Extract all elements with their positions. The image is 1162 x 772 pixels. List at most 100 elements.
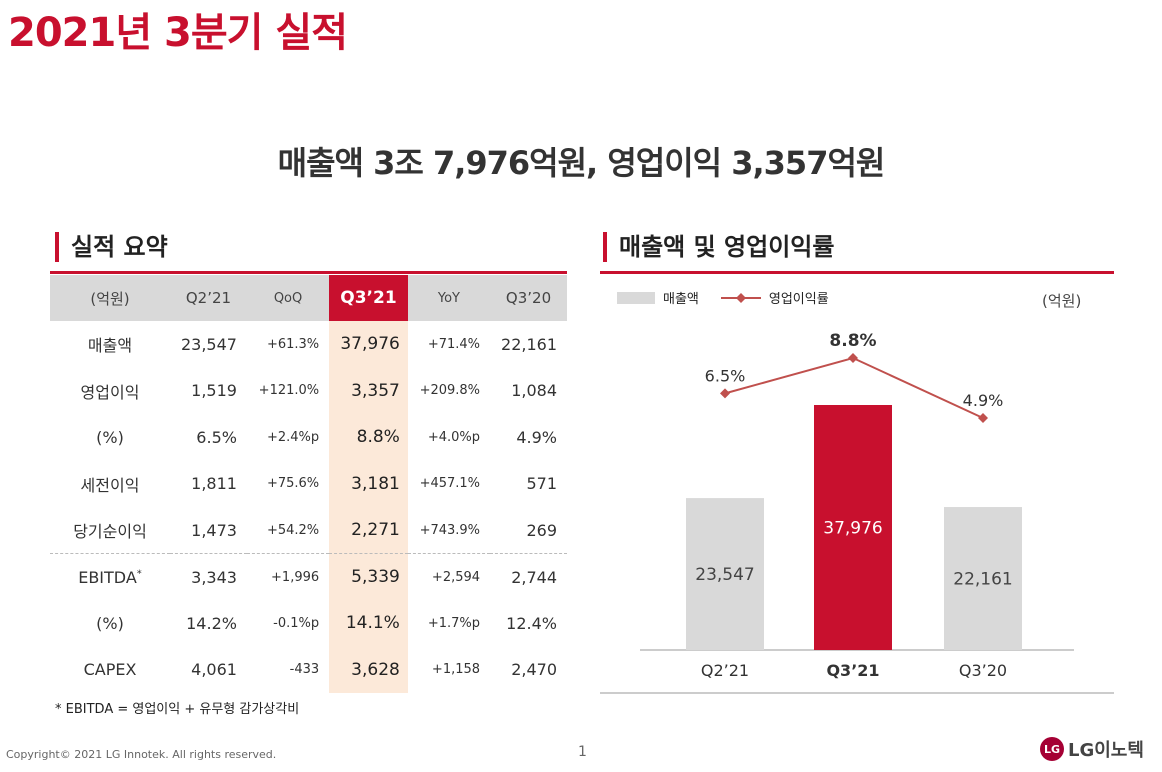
cell-q2-21: 14.2% <box>186 613 237 633</box>
legend-line-label: 영업이익률 <box>768 292 829 307</box>
chart-bottom-border <box>600 692 1114 694</box>
margin-point <box>848 353 858 363</box>
legend-bar-label: 매출액 <box>663 292 699 307</box>
cell-q2-21: 6.5% <box>196 427 237 447</box>
table-row: (%) 14.2% -0.1%p 14.1% +1.7%p 12.4% <box>50 600 567 647</box>
cell-qoq: +61.3% <box>266 336 320 352</box>
cell-qoq: +2.4%p <box>266 429 320 445</box>
cell-q3-21: 3,628 <box>329 646 408 693</box>
page-title: 2021년 3분기 실적 <box>8 10 348 56</box>
chart-unit: (억원) <box>1042 292 1082 310</box>
table-row: 매출액 23,547 +61.3% 37,976 +71.4% 22,161 <box>50 321 567 368</box>
legend-bar-swatch <box>617 291 655 304</box>
chart-section-title: 매출액 및 영업이익률 <box>603 232 834 262</box>
margin-label: 8.8% <box>829 331 876 351</box>
summary-section-title: 실적 요약 <box>55 232 168 262</box>
chart-divider <box>600 271 1114 274</box>
cell-yoy: +209.8% <box>419 383 481 399</box>
cell-yoy: +457.1% <box>419 476 481 492</box>
copyright: Copyright© 2021 LG Innotek. All rights r… <box>6 748 277 761</box>
row-label: 세전이익 <box>80 475 140 495</box>
page-number: 1 <box>578 744 587 760</box>
logo-text: LG이노텍 <box>1068 740 1144 761</box>
headline: 매출액 3조 7,976억원, 영업이익 3,357억원 <box>277 144 886 182</box>
cell-q3-21: 5,339 <box>329 553 408 600</box>
table-row: 영업이익 1,519 +121.0% 3,357 +209.8% 1,084 <box>50 367 567 414</box>
cell-q2-21: 23,547 <box>180 334 237 354</box>
margin-label: 4.9% <box>963 391 1004 410</box>
table-row: 당기순이익 1,473 +54.2% 2,271 +743.9% 269 <box>50 507 567 554</box>
footnote-marker: * <box>136 568 142 580</box>
legend-line-swatch <box>720 292 761 303</box>
row-label: CAPEX <box>83 660 137 680</box>
lg-innotek-logo: LG LG이노텍 <box>1040 736 1144 762</box>
cell-yoy: +71.4% <box>427 336 481 352</box>
cell-q2-21: 1,473 <box>191 520 237 540</box>
footnote: * EBITDA = 영업이익 + 유무형 감가상각비 <box>55 702 300 717</box>
header-q3-20: Q3’20 <box>490 275 567 321</box>
cell-qoq: +54.2% <box>266 522 320 538</box>
bar-1 <box>814 405 892 650</box>
cell-q3-21: 3,181 <box>329 460 408 507</box>
cell-qoq: +75.6% <box>266 476 320 492</box>
summary-header-row: (억원) Q2’21 QoQ Q3’21 YoY Q3’20 <box>50 275 567 321</box>
bar-2 <box>944 507 1022 650</box>
row-label: (%) <box>96 613 124 633</box>
header-yoy: YoY <box>407 275 491 321</box>
cell-q3-21: 8.8% <box>329 414 408 461</box>
chart-legend: 매출액 영업이익률 <box>617 288 829 307</box>
cell-yoy: +4.0%p <box>427 429 481 445</box>
table-row: CAPEX 4,061 -433 3,628 +1,158 2,470 <box>50 646 567 693</box>
cell-yoy: +1.7%p <box>427 615 481 631</box>
row-label: EBITDA* <box>50 553 170 600</box>
header-unit: (억원) <box>50 275 170 321</box>
cell-qoq: -433 <box>289 662 320 678</box>
revenue-margin-chart: 23,547 Q2’21 37,976 Q3’21 22,161 Q3’20 6.5% 8.8… <box>640 331 1074 680</box>
margin-point <box>978 413 988 423</box>
cell-q3-20: 4.9% <box>516 427 557 447</box>
header-q3-21: Q3’21 <box>329 275 408 321</box>
header-q2-21: Q2’21 <box>170 275 247 321</box>
logo-mark: LG <box>1040 737 1064 761</box>
cell-q3-20: 22,161 <box>501 334 557 354</box>
row-label: 당기순이익 <box>73 522 147 541</box>
cell-q3-20: 571 <box>526 474 557 494</box>
margin-label: 6.5% <box>705 366 746 385</box>
table-row: 세전이익 1,811 +75.6% 3,181 +457.1% 571 <box>50 460 567 507</box>
row-label: (%) <box>96 427 124 447</box>
cell-q2-21: 3,343 <box>170 553 247 600</box>
cell-q3-21: 2,271 <box>329 507 408 554</box>
x-tick-label: Q3’21 <box>826 661 879 680</box>
bar-value-label: 37,976 <box>823 519 882 539</box>
cell-q3-20: 2,470 <box>511 660 557 680</box>
header-qoq: QoQ <box>246 275 330 321</box>
cell-q3-20: 269 <box>526 520 557 540</box>
cell-q3-20: 2,744 <box>490 553 567 600</box>
cell-qoq: +121.0% <box>258 383 320 399</box>
cell-q3-20: 12.4% <box>506 613 557 633</box>
table-row: EBITDA* 3,343 +1,996 5,339 +2,594 2,744 <box>50 553 567 600</box>
summary-divider <box>50 271 567 274</box>
cell-qoq: -0.1%p <box>273 615 320 631</box>
bar-value-label: 23,547 <box>695 565 754 585</box>
cell-q3-20: 1,084 <box>511 381 557 401</box>
cell-yoy: +743.9% <box>419 522 481 538</box>
cell-yoy: +1,158 <box>431 662 481 678</box>
bar-0 <box>686 498 764 650</box>
cell-q2-21: 1,519 <box>191 381 237 401</box>
cell-q3-21: 3,357 <box>329 367 408 414</box>
x-tick-label: Q3’20 <box>959 661 1007 680</box>
cell-q2-21: 1,811 <box>191 474 237 494</box>
bar-value-label: 22,161 <box>953 570 1012 590</box>
x-tick-label: Q2’21 <box>701 661 749 680</box>
row-label: 영업이익 <box>80 382 140 402</box>
cell-yoy: +2,594 <box>407 553 491 600</box>
cell-qoq: +1,996 <box>246 553 330 600</box>
row-label: 매출액 <box>87 336 133 356</box>
summary-table: (억원) Q2’21 QoQ Q3’21 YoY Q3’20 매출액 23,547… <box>50 275 567 693</box>
margin-point <box>720 388 730 399</box>
cell-q2-21: 4,061 <box>191 660 237 680</box>
cell-q3-21: 37,976 <box>329 321 408 368</box>
table-row: (%) 6.5% +2.4%p 8.8% +4.0%p 4.9% <box>50 414 567 461</box>
cell-q3-21: 14.1% <box>329 600 408 647</box>
